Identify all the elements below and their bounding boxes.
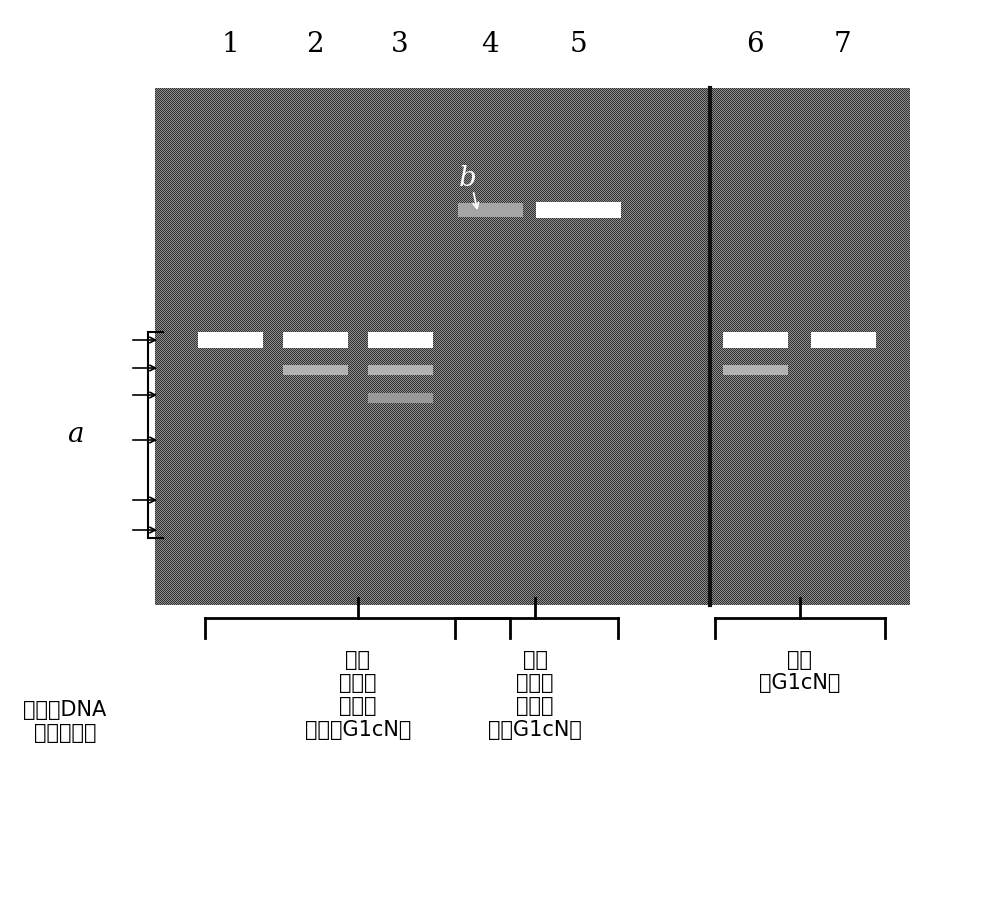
- Bar: [723, 332, 788, 348]
- Text: 1: 1: [221, 31, 239, 58]
- Bar: [198, 332, 263, 348]
- Bar: [536, 202, 621, 218]
- Text: 添加到DNA
的糖的种类: 添加到DNA 的糖的种类: [23, 700, 107, 743]
- Text: 4: 4: [481, 31, 499, 58]
- Text: 支链
大分子
葡聚糖
（含G1cN）: 支链 大分子 葡聚糖 （含G1cN）: [488, 650, 582, 739]
- Bar: [283, 332, 348, 348]
- Text: 3: 3: [391, 31, 409, 58]
- Text: 2: 2: [306, 31, 324, 58]
- Text: 5: 5: [569, 31, 587, 58]
- Bar: [723, 365, 788, 375]
- Bar: [811, 332, 876, 348]
- Text: 6: 6: [746, 31, 764, 58]
- Bar: [368, 393, 433, 403]
- Bar: [368, 332, 433, 348]
- Text: 单糖
（G1cN）: 单糖 （G1cN）: [759, 650, 841, 693]
- Text: 支链
大分子
葡聚糖
（不含G1cN）: 支链 大分子 葡聚糖 （不含G1cN）: [305, 650, 411, 739]
- Bar: [283, 365, 348, 375]
- Text: 7: 7: [834, 31, 852, 58]
- Text: a: a: [67, 421, 83, 448]
- Text: b: b: [459, 164, 477, 191]
- Bar: [368, 365, 433, 375]
- Bar: [458, 203, 523, 217]
